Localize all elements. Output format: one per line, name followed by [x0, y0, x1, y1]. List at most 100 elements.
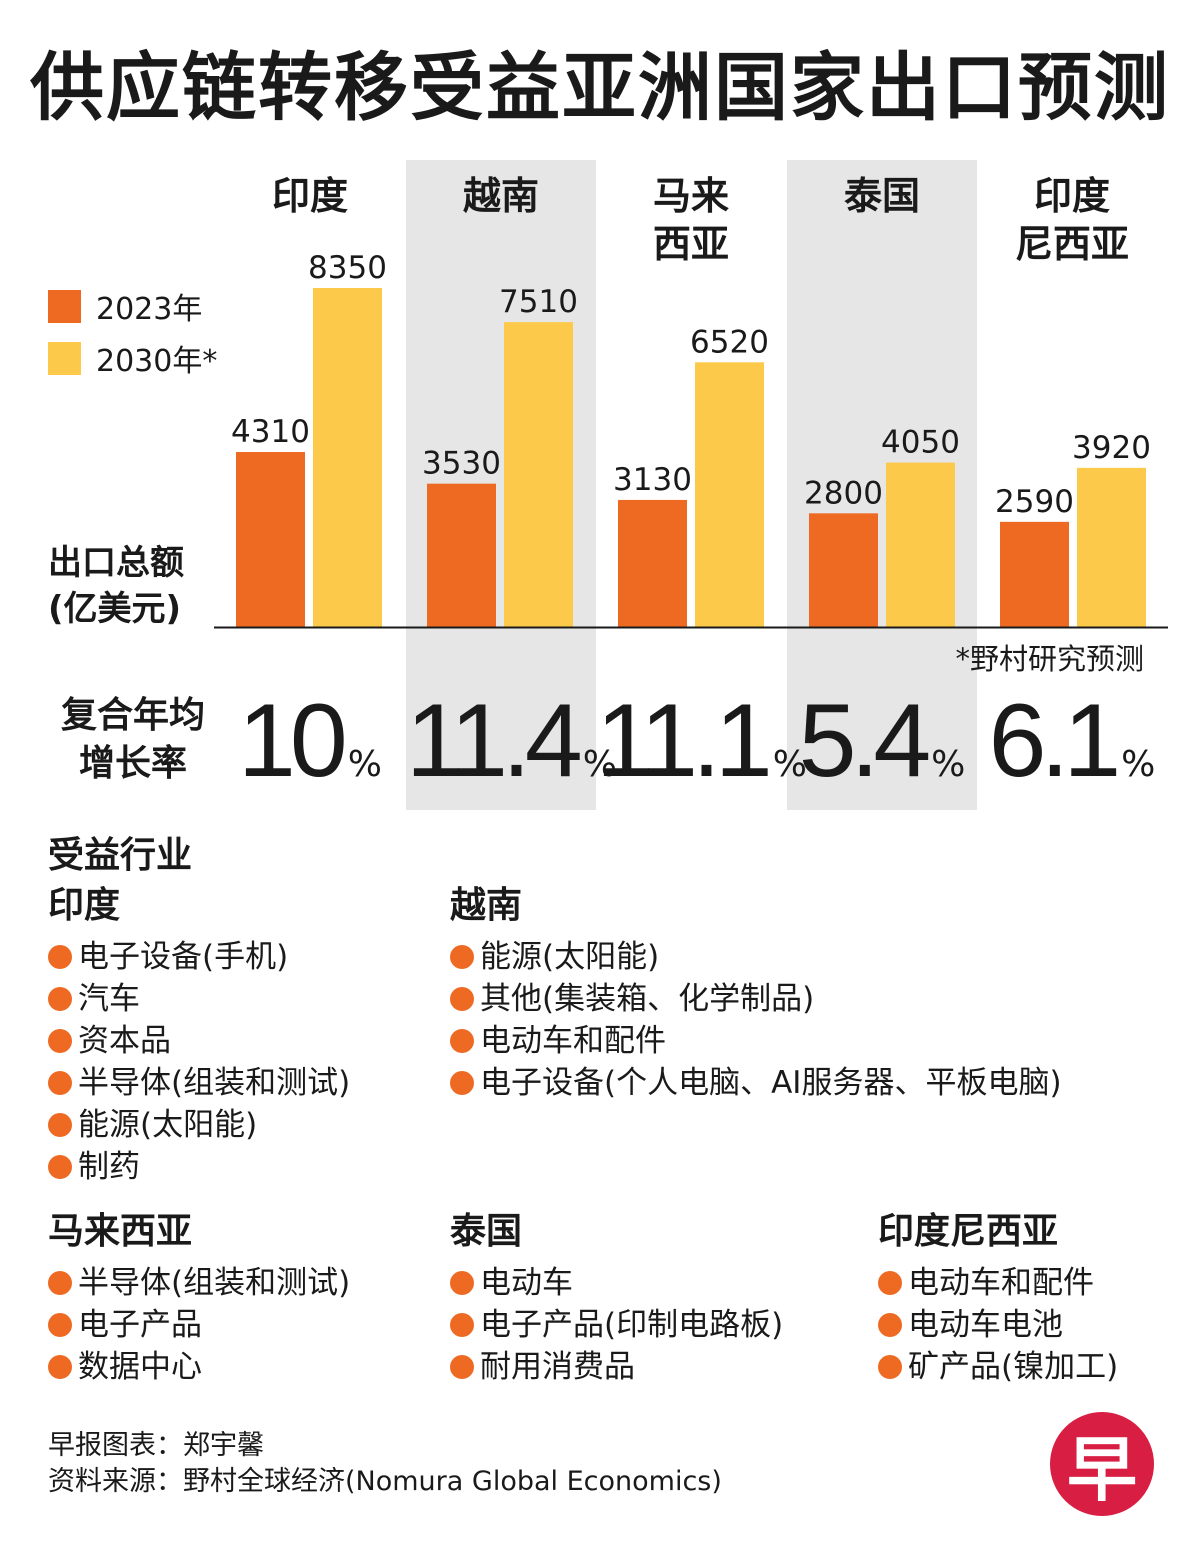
list-item: 耐用消费品	[450, 1346, 783, 1388]
bullet-dot-icon	[48, 1355, 72, 1379]
industries-heading-indonesia: 印度尼西亚	[878, 1211, 1059, 1252]
data-source: 资料来源：野村全球经济(Nomura Global Economics)	[48, 1466, 722, 1497]
bullet-dot-icon	[48, 1313, 72, 1337]
bar-malaysia-2030	[695, 362, 764, 627]
bullet-dot-icon	[878, 1271, 902, 1295]
cagr-label: 复合年均 增长率	[60, 695, 205, 784]
legend-item-2030: 2030年*	[48, 340, 217, 379]
country-label-vietnam: 越南	[462, 174, 539, 218]
legend-label-2023: 2023年	[96, 292, 203, 327]
list-item: 数据中心	[48, 1346, 350, 1388]
industry-item-text: 电子设备(手机)	[78, 939, 289, 975]
bar-indonesia-2023	[1000, 521, 1069, 627]
industry-item-text: 电子产品	[78, 1307, 202, 1343]
list-item: 资本品	[48, 1020, 350, 1062]
list-item: 能源(太阳能)	[450, 936, 1062, 978]
cagr-value-india: 10	[238, 683, 348, 799]
industries-heading-thailand: 泰国	[450, 1211, 523, 1252]
list-item: 矿产品(镍加工)	[878, 1346, 1118, 1388]
country-label-malaysia: 马来 西亚	[652, 174, 729, 266]
cagr-value-malaysia: 11.1	[596, 683, 773, 799]
bullet-dot-icon	[450, 987, 474, 1011]
industry-item-text: 能源(太阳能)	[480, 939, 660, 975]
list-item: 电子产品	[48, 1304, 350, 1346]
bar-malaysia-2023	[618, 499, 687, 627]
bar-india-2023	[236, 452, 305, 627]
bullet-dot-icon	[878, 1313, 902, 1337]
y-axis-label: 出口总额 (亿美元)	[48, 543, 184, 629]
bar-value-label-indonesia-2023: 2590	[995, 484, 1074, 520]
industry-item-text: 半导体(组装和测试)	[78, 1065, 351, 1101]
cagr-value-vietnam: 11.4	[406, 683, 583, 799]
industry-item-text: 资本品	[78, 1023, 171, 1059]
bullet-dot-icon	[48, 1271, 72, 1295]
industry-item-text: 汽车	[78, 981, 140, 1017]
industry-item-text: 矿产品(镍加工)	[908, 1349, 1119, 1385]
cagr-unit-vietnam: %	[582, 744, 617, 785]
bar-thailand-2023	[809, 513, 878, 627]
industries-heading-india: 印度	[48, 885, 121, 926]
industry-item-text: 电子设备(个人电脑、AI服务器、平板电脑)	[480, 1065, 1062, 1101]
bar-value-label-vietnam-2023: 3530	[422, 446, 501, 482]
bullet-dot-icon	[48, 945, 72, 969]
industries-indonesia: 印度尼西亚 电动车和配件 电动车电池 矿产品(镍加工)	[878, 1206, 1118, 1388]
cagr-value-thailand: 5.4	[798, 683, 932, 799]
list-item: 电子产品(印制电路板)	[450, 1304, 783, 1346]
industry-item-text: 制药	[78, 1149, 140, 1185]
list-item: 其他(集装箱、化学制品)	[450, 978, 1062, 1020]
list-item: 电动车	[450, 1262, 783, 1304]
industries-thailand: 泰国 电动车 电子产品(印制电路板) 耐用消费品	[450, 1206, 783, 1388]
industries-heading-malaysia: 马来西亚	[48, 1211, 193, 1252]
industries-vietnam: 越南 能源(太阳能) 其他(集装箱、化学制品) 电动车和配件 电子设备(个人电脑…	[450, 880, 1062, 1104]
bullet-dot-icon	[450, 945, 474, 969]
zaobao-logo-icon: 早	[1050, 1412, 1154, 1516]
list-item: 能源(太阳能)	[48, 1104, 350, 1146]
industries-india: 印度 电子设备(手机) 汽车 资本品 半导体(组装和测试) 能源(太阳能) 制药	[48, 880, 350, 1188]
industries-heading-vietnam: 越南	[450, 885, 523, 926]
bar-value-label-indonesia-2030: 3920	[1072, 430, 1151, 466]
list-item: 半导体(组装和测试)	[48, 1262, 350, 1304]
bar-value-label-vietnam-2030: 7510	[499, 284, 578, 320]
country-label-thailand: 泰国	[843, 174, 920, 218]
bullet-dot-icon	[450, 1355, 474, 1379]
legend-item-2023: 2023年	[48, 288, 202, 327]
legend-swatch-2023	[48, 289, 81, 323]
forecast-footnote: *野村研究预测	[955, 642, 1144, 676]
cagr-vietnam: 11.4%	[406, 682, 617, 801]
country-label-india: 印度	[271, 174, 348, 218]
industry-item-text: 电动车和配件	[480, 1023, 666, 1059]
bar-vietnam-2030	[504, 322, 573, 627]
bar-indonesia-2030	[1077, 467, 1146, 627]
bullet-dot-icon	[48, 987, 72, 1011]
list-item: 电动车和配件	[878, 1262, 1118, 1304]
cagr-unit-thailand: %	[931, 744, 966, 785]
industry-item-text: 电动车和配件	[908, 1265, 1094, 1301]
industry-item-text: 半导体(组装和测试)	[78, 1265, 351, 1301]
bar-value-label-malaysia-2030: 6520	[690, 324, 769, 360]
bullet-dot-icon	[48, 1155, 72, 1179]
bullet-dot-icon	[450, 1071, 474, 1095]
bar-india-2030	[313, 288, 382, 627]
industry-item-text: 能源(太阳能)	[78, 1107, 258, 1143]
industry-item-text: 电动车	[480, 1265, 573, 1301]
legend-label-2030: 2030年*	[96, 344, 218, 379]
bar-value-label-india-2023: 4310	[231, 414, 310, 450]
cagr-unit-malaysia: %	[772, 744, 807, 785]
industries-malaysia: 马来西亚 半导体(组装和测试) 电子产品 数据中心	[48, 1206, 350, 1388]
bar-value-label-thailand-2023: 2800	[804, 475, 883, 511]
industry-item-text: 其他(集装箱、化学制品)	[480, 981, 815, 1017]
bullet-dot-icon	[450, 1271, 474, 1295]
chart-title: 供应链转移受益亚洲国家出口预测	[30, 45, 1170, 131]
industry-item-text: 电子产品(印制电路板)	[480, 1307, 784, 1343]
industries-section-title: 受益行业	[48, 835, 193, 876]
chart-credit: 早报图表：郑宇馨	[48, 1430, 264, 1461]
cagr-thailand: 5.4%	[787, 682, 977, 801]
industry-item-text: 电动车电池	[908, 1307, 1063, 1343]
bullet-dot-icon	[450, 1029, 474, 1053]
bullet-dot-icon	[878, 1355, 902, 1379]
cagr-india: 10%	[215, 682, 405, 801]
legend-swatch-2030	[48, 341, 81, 375]
cagr-unit-india: %	[347, 744, 382, 785]
industry-item-text: 数据中心	[78, 1349, 202, 1385]
bullet-dot-icon	[48, 1113, 72, 1137]
